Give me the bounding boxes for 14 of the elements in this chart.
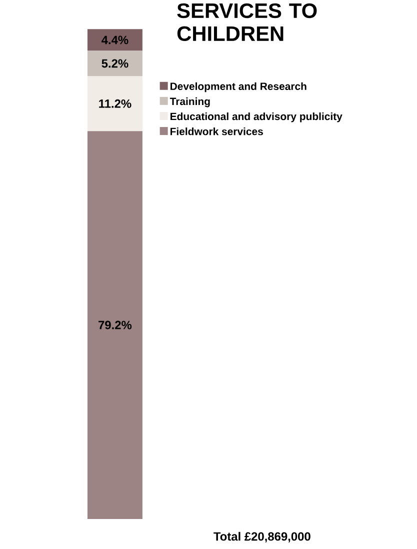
legend-label: Training [170,97,210,108]
data-label: 4.4% [102,36,128,44]
text: SERVICES TO CHILDREN [177,3,317,42]
data-label: 79.2% [98,320,132,330]
legend-label: Development and Research [170,82,306,92]
bar [88,50,143,76]
legend-label: Educational and advisory publicity [170,112,342,122]
data-label: 11.2% [99,99,132,108]
bar [88,29,143,51]
text: Total £20,869,000 [214,532,310,542]
bar [88,131,143,520]
bar [88,76,143,132]
data-label: 5.2% [102,59,128,68]
legend-label: Fieldwork services [170,127,264,136]
